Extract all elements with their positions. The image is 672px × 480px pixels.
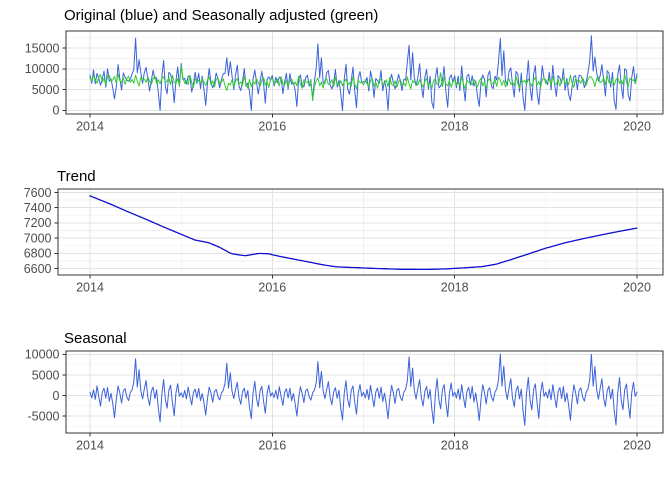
x-tick-label: 2014 — [76, 439, 104, 453]
y-tick-label: 5000 — [32, 368, 60, 382]
panel-trend-title: Trend — [57, 168, 96, 185]
panel-border — [57, 188, 664, 276]
axis-labels: -5000 0 5000 10000 2014 2016 2018 2020 — [25, 348, 651, 453]
y-tick-label: 7600 — [24, 186, 52, 200]
y-tick-label: 6600 — [24, 262, 52, 276]
y-tick-label: 7400 — [24, 201, 52, 215]
panel-border — [65, 350, 664, 434]
x-tick-label: 2020 — [623, 120, 651, 134]
panel-border — [65, 30, 664, 115]
y-tick-label: 10000 — [25, 62, 60, 76]
grid-minor — [58, 189, 663, 275]
x-tick-label: 2016 — [258, 281, 286, 295]
y-tick-label: 6800 — [24, 247, 52, 261]
axis-ticks — [54, 192, 638, 279]
trend-series-line — [89, 195, 638, 271]
y-tick-label: 5000 — [32, 83, 60, 97]
axis-ticks — [62, 47, 638, 118]
x-tick-label: 2018 — [441, 120, 469, 134]
x-tick-label: 2020 — [623, 281, 651, 295]
panel-original-title: Original (blue) and Seasonally adjusted … — [64, 7, 378, 24]
x-tick-label: 2016 — [258, 439, 286, 453]
x-tick-label: 2018 — [441, 439, 469, 453]
y-tick-label: 10000 — [25, 348, 60, 362]
grid-minor — [66, 31, 663, 114]
y-tick-label: -5000 — [28, 409, 60, 423]
axis-labels: 0 5000 10000 15000 2014 2016 2018 2020 — [25, 42, 651, 134]
y-tick-label: 0 — [53, 104, 60, 118]
panel-original: 0 5000 10000 15000 2014 2016 2018 2020 Original… — [25, 7, 664, 134]
grid-major — [58, 189, 663, 275]
x-tick-label: 2016 — [258, 120, 286, 134]
panel-seasonal-title: Seasonal — [64, 330, 127, 347]
axis-ticks — [62, 353, 638, 437]
panel-seasonal: -5000 0 5000 10000 2014 2016 2018 2020 Seasonal — [25, 330, 664, 453]
grid-major — [66, 31, 663, 114]
x-tick-label: 2014 — [76, 281, 104, 295]
seasonal-series-line — [89, 353, 638, 426]
panel-original-plot-area: 0 5000 10000 15000 2014 2016 2018 2020 — [25, 30, 664, 134]
y-tick-label: 0 — [53, 389, 60, 403]
x-tick-label: 2018 — [441, 281, 469, 295]
x-tick-label: 2014 — [76, 120, 104, 134]
y-tick-label: 15000 — [25, 42, 60, 56]
y-tick-label: 7200 — [24, 216, 52, 230]
y-tick-label: 7000 — [24, 231, 52, 245]
seasonally-adjusted-series-line — [89, 65, 638, 102]
x-tick-label: 2020 — [623, 439, 651, 453]
panel-seasonal-plot-area: -5000 0 5000 10000 2014 2016 2018 2020 — [25, 348, 664, 453]
original-series-line — [89, 35, 638, 111]
